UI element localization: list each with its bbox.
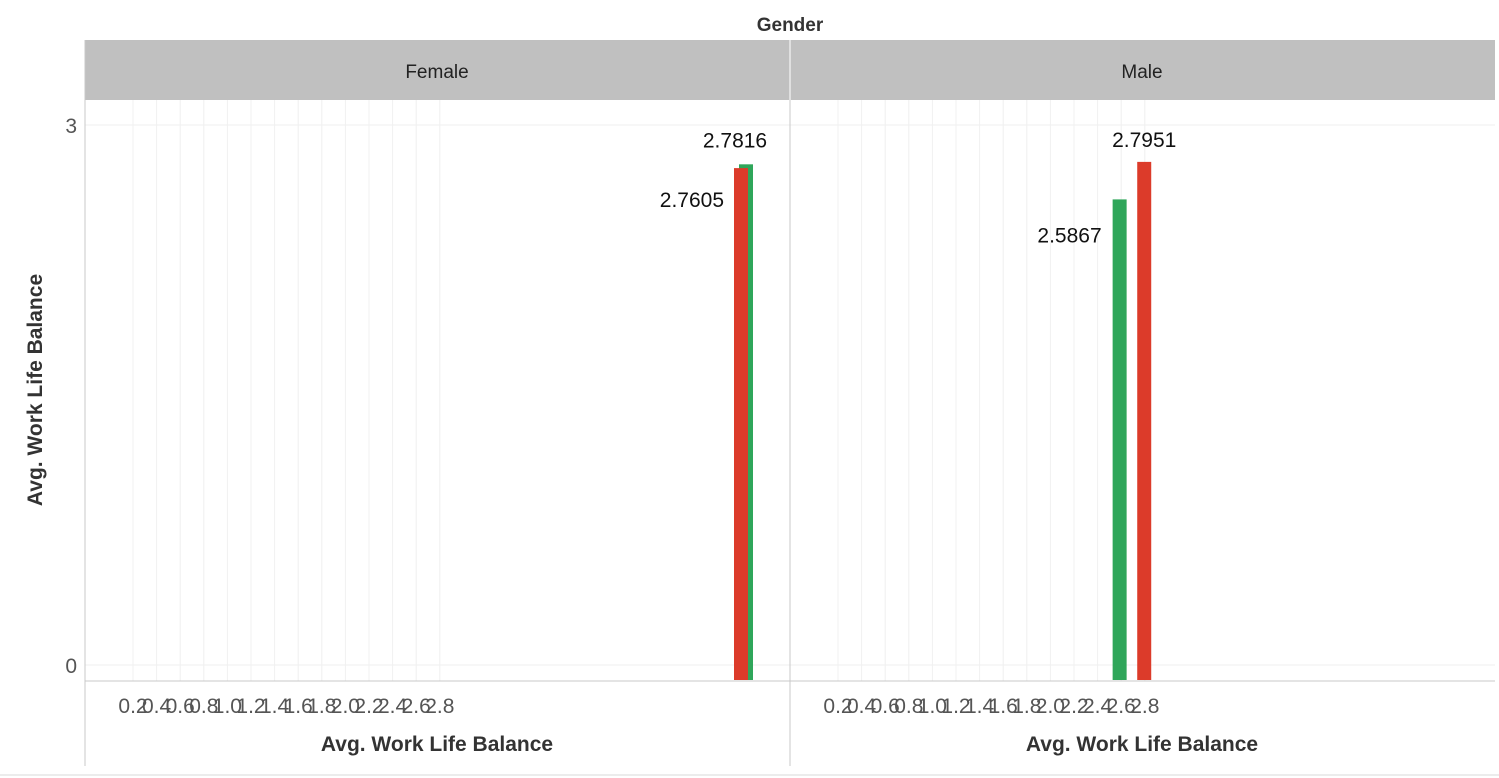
x-tick-label: 2.8 [425,695,454,718]
y-axis-title: Avg. Work Life Balance [24,274,47,506]
y-tick-label-0: 0 [65,655,77,678]
data-label-female-red: 2.7605 [660,189,724,212]
panel-header-female: Female [405,62,468,83]
x-tick-label: 2.6 [402,695,431,718]
data-label-male-green: 2.5867 [1037,224,1101,247]
x-tick-label: 1.4 [260,695,290,718]
y-tick-label-3: 3 [65,115,77,138]
x-tick-label: 0.6 [871,695,900,718]
x-tick-label: 1.6 [989,695,1018,718]
x-tick-label: 0.8 [894,695,923,718]
data-label-female-green: 2.7816 [703,129,767,152]
x-tick-label: 1.6 [284,695,313,718]
bar-male-green [1112,199,1127,681]
data-label-male-red: 2.7951 [1112,129,1176,152]
x-tick-label: 1.8 [1012,695,1041,718]
data-labels-layer: 2.7816 2.7605 2.5867 2.7951 [660,129,1177,248]
x-tick-label: 2.8 [1130,695,1159,718]
grid-layer [85,100,1495,681]
x-axis-title-male: Avg. Work Life Balance [1026,733,1258,756]
x-tick-label: 0.8 [189,695,218,718]
panel-header-male: Male [1121,62,1162,83]
bar-female-red [734,168,748,681]
x-tick-label: 2.2 [354,695,383,718]
x-tick-label: 1.2 [236,695,265,718]
bar-male-red [1137,161,1152,680]
x-ticks-layer: 0.20.40.60.81.01.21.41.61.82.02.22.42.62… [118,695,1159,718]
x-tick-label: 0.2 [118,695,147,718]
x-tick-label: 1.2 [941,695,970,718]
x-tick-label: 1.8 [307,695,336,718]
x-tick-label: 0.4 [847,695,877,718]
x-tick-label: 1.0 [918,695,947,718]
x-axis-title-female: Avg. Work Life Balance [321,733,553,756]
bars-layer [734,161,1152,681]
x-tick-label: 1.4 [965,695,995,718]
x-tick-label: 1.0 [213,695,242,718]
x-tick-label: 0.6 [166,695,195,718]
x-tick-label: 0.2 [823,695,852,718]
x-tick-label: 2.2 [1059,695,1088,718]
x-tick-label: 0.4 [142,695,172,718]
x-tick-label: 2.4 [1083,695,1113,718]
x-tick-label: 2.0 [1036,695,1065,718]
column-header-title: Gender [757,15,824,36]
x-tick-label: 2.6 [1107,695,1136,718]
x-tick-label: 2.0 [331,695,360,718]
x-tick-label: 2.4 [378,695,408,718]
